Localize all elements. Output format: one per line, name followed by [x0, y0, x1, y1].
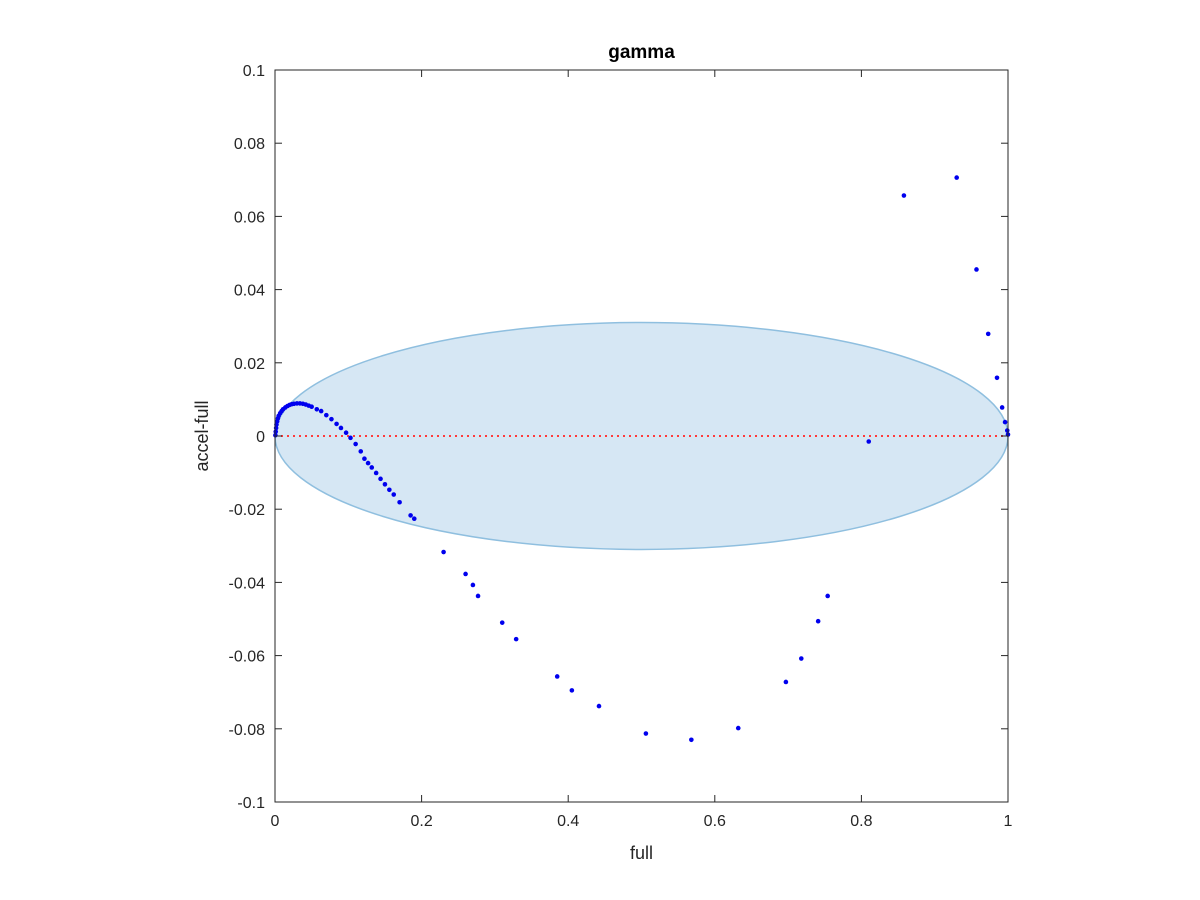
- data-point-25: [334, 421, 339, 427]
- data-point-24: [329, 416, 334, 422]
- axis-ticks: 0 0.2 0.4 0.6 0.8 1 -0.1 -0.08 -0.06 -0.04 -0.02 0 0…: [229, 63, 1013, 830]
- data-point-52: [689, 737, 694, 743]
- y-tick-label: 0.04: [234, 283, 265, 300]
- x-tick-label: 1: [1004, 813, 1013, 830]
- data-point-66: [1004, 428, 1010, 433]
- data-point-60: [954, 175, 959, 180]
- data-point-33: [369, 465, 375, 470]
- y-tick-label: 0.02: [234, 356, 265, 373]
- data-point-34: [373, 470, 379, 476]
- data-point-32: [365, 460, 371, 466]
- x-axis-label: full: [630, 843, 653, 863]
- x-tick-label: 0.4: [557, 813, 579, 830]
- y-tick-label: -0.08: [229, 722, 266, 739]
- x-tick-label: 0: [271, 813, 280, 830]
- data-point-47: [513, 636, 519, 642]
- y-tick-label: 0.06: [234, 209, 265, 226]
- data-point-22: [318, 408, 324, 414]
- data-point-46: [499, 620, 505, 625]
- y-tick-label: -0.1: [237, 795, 265, 812]
- data-point-21: [314, 406, 320, 412]
- x-tick-label: 0.2: [410, 813, 432, 830]
- data-point-31: [362, 456, 367, 461]
- y-tick-label: -0.02: [229, 502, 266, 519]
- y-tick-label: 0: [256, 429, 265, 446]
- data-point-65: [1002, 419, 1008, 425]
- data-point-39: [397, 499, 402, 505]
- data-point-50: [596, 703, 602, 709]
- data-point-56: [815, 618, 821, 624]
- data-point-63: [994, 375, 1000, 381]
- data-point-62: [985, 331, 991, 337]
- data-point-26: [338, 425, 344, 431]
- data-point-55: [798, 656, 804, 661]
- data-point-30: [358, 449, 364, 454]
- data-point-38: [391, 492, 397, 497]
- y-tick-label: 0.08: [234, 136, 265, 153]
- y-tick-label: -0.04: [229, 575, 266, 592]
- x-tick-label: 0.6: [704, 813, 726, 830]
- data-point-35: [378, 476, 383, 482]
- data-point-51: [643, 731, 649, 736]
- data-point-42: [441, 549, 446, 555]
- y-tick-label: -0.06: [229, 649, 266, 666]
- y-axis-label: accel-full: [192, 400, 212, 471]
- data-point-36: [382, 482, 388, 487]
- data-point-37: [387, 487, 392, 493]
- data-point-58: [866, 439, 872, 444]
- data-point-57: [825, 593, 830, 599]
- data-point-43: [463, 571, 468, 577]
- data-point-20: [309, 404, 314, 410]
- data-point-29: [353, 441, 358, 447]
- data-point-27: [343, 430, 349, 436]
- data-point-41: [411, 516, 417, 522]
- data-point-49: [569, 688, 575, 693]
- data-point-44: [470, 582, 476, 588]
- data-point-40: [408, 513, 413, 518]
- data-point-48: [554, 674, 560, 679]
- data-point-53: [735, 725, 741, 731]
- data-point-59: [901, 193, 907, 198]
- x-tick-label: 0.8: [850, 813, 872, 830]
- data-point-61: [974, 267, 979, 272]
- y-tick-label: 0.1: [243, 63, 265, 80]
- data-point-28: [348, 435, 353, 441]
- chart-title: gamma: [608, 42, 675, 63]
- data-point-54: [783, 679, 789, 685]
- data-point-45: [475, 593, 481, 599]
- data-point-23: [324, 412, 329, 418]
- data-point-64: [999, 405, 1005, 410]
